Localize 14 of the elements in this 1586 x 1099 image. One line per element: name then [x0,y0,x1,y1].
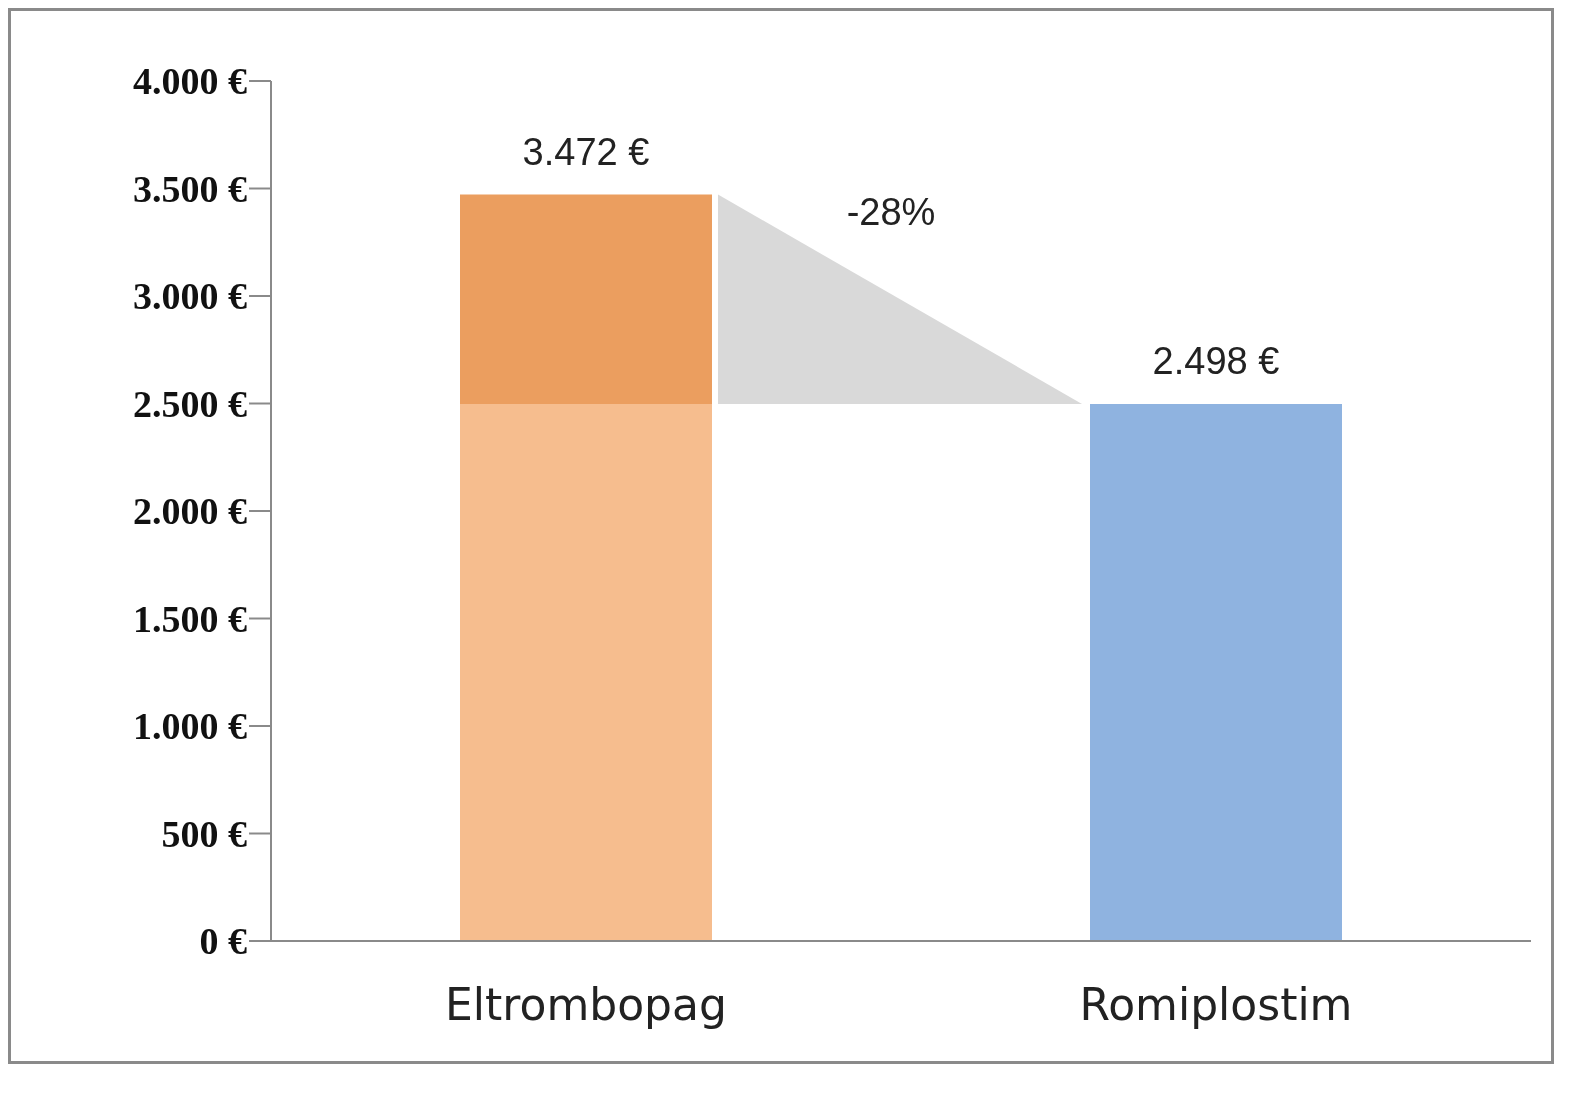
x-tick-label: Romiplostim [1079,979,1353,1031]
y-tick-label: 0 € [199,920,247,963]
total-label: 2.498 € [1152,339,1280,382]
x-tick-label: Eltrombopag [445,979,727,1031]
y-tick-label: 1.000 € [133,705,247,748]
y-tick-label: 2.500 € [133,382,247,425]
y-tick-label: 2.000 € [133,490,247,533]
y-tick-label: 500 € [161,812,247,855]
y-tick-label: 1.500 € [133,597,247,640]
total-label: 3.472 € [522,130,650,173]
y-tick-label: 3.000 € [133,275,247,318]
y-tick-label: 3.500 € [133,167,247,210]
y-tick-label: 4.000 € [133,60,247,103]
annotation: -28% [846,190,936,233]
